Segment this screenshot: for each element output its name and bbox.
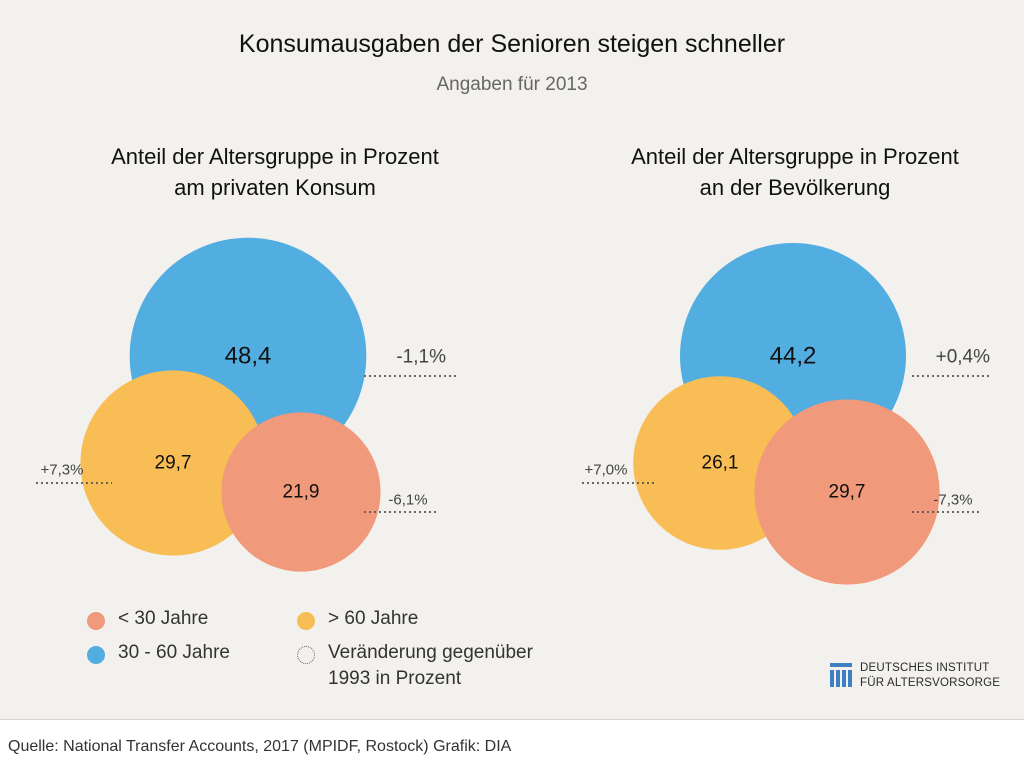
legend-item-30-60: 30 - 60 Jahre bbox=[87, 640, 267, 666]
legend-swatch-under-30 bbox=[87, 612, 105, 630]
bubble-value-over-60: 26,1 bbox=[702, 453, 739, 474]
legend-item-under-30: < 30 Jahre bbox=[87, 606, 267, 632]
legend-item-over-60: > 60 Jahre bbox=[297, 606, 497, 632]
bubble-chart-population: 44,2 +0,4% 26,1 +7,0% 29,7 -7,3% bbox=[582, 243, 990, 585]
legend-label-under-30: < 30 Jahre bbox=[118, 608, 209, 629]
dia-logo: DEUTSCHES INSTITUT FÜR ALTERSVORSORGE bbox=[830, 662, 1010, 692]
source-footer: Quelle: National Transfer Accounts, 2017… bbox=[0, 720, 1024, 758]
institute-columns-icon bbox=[830, 663, 852, 687]
change-label-over-60: +7,0% bbox=[585, 462, 628, 479]
legend-label-30-60: 30 - 60 Jahre bbox=[118, 642, 230, 663]
legend-swatch-30-60 bbox=[87, 646, 105, 664]
legend-swatch-over-60 bbox=[297, 612, 315, 630]
bubble-chart-consumption: 48,4 -1,1% 29,7 +7,3% 21,9 -6,1% bbox=[36, 237, 456, 572]
panel-title-population: Anteil der Altersgruppe in Prozent an de… bbox=[565, 141, 1024, 203]
bubble-value-30-60: 44,2 bbox=[770, 343, 817, 370]
legend-item-change: Veränderung gegenüber 1993 in Prozent bbox=[297, 640, 577, 692]
logo-text-line2: FÜR ALTERSVORSORGE bbox=[860, 677, 1001, 689]
panel-title-consumption-line2: am privaten Konsum bbox=[174, 175, 376, 200]
change-label-30-60: +0,4% bbox=[936, 347, 991, 368]
change-label-over-60: +7,3% bbox=[41, 462, 84, 479]
legend-label-over-60: > 60 Jahre bbox=[328, 608, 419, 629]
panel-title-population-line2: an der Bevölkerung bbox=[699, 175, 891, 200]
source-text: Quelle: National Transfer Accounts, 2017… bbox=[8, 738, 512, 755]
legend-label-change-line2: 1993 in Prozent bbox=[328, 668, 462, 689]
chart-subtitle: Angaben für 2013 bbox=[436, 74, 588, 95]
change-label-30-60: -1,1% bbox=[396, 347, 446, 368]
bubble-value-under-30: 21,9 bbox=[283, 482, 320, 503]
chart-title: Konsumausgaben der Senioren steigen schn… bbox=[238, 30, 786, 58]
bubble-value-under-30: 29,7 bbox=[829, 482, 866, 503]
logo-text-line1: DEUTSCHES INSTITUT bbox=[860, 662, 990, 674]
change-label-under-30: -7,3% bbox=[933, 492, 972, 509]
panel-title-consumption-line1: Anteil der Altersgruppe in Prozent bbox=[111, 144, 439, 169]
bubble-under-30 bbox=[221, 412, 381, 572]
bubble-over-60 bbox=[80, 370, 266, 556]
panel-title-population-line1: Anteil der Altersgruppe in Prozent bbox=[631, 144, 959, 169]
bubble-under-30 bbox=[754, 399, 940, 585]
bubble-charts: 48,4 -1,1% 29,7 +7,3% 21,9 -6,1% 44,2 +0,4% 26,1… bbox=[36, 237, 990, 585]
dashed-circle-icon bbox=[297, 646, 315, 664]
footer-divider bbox=[0, 719, 1024, 720]
bubble-value-30-60: 48,4 bbox=[225, 343, 272, 370]
change-label-under-30: -6,1% bbox=[388, 492, 427, 509]
legend-label-change-line1: Veränderung gegenüber bbox=[328, 642, 533, 663]
bubble-value-over-60: 29,7 bbox=[155, 453, 192, 474]
panel-title-consumption: Anteil der Altersgruppe in Prozent am pr… bbox=[45, 141, 505, 203]
